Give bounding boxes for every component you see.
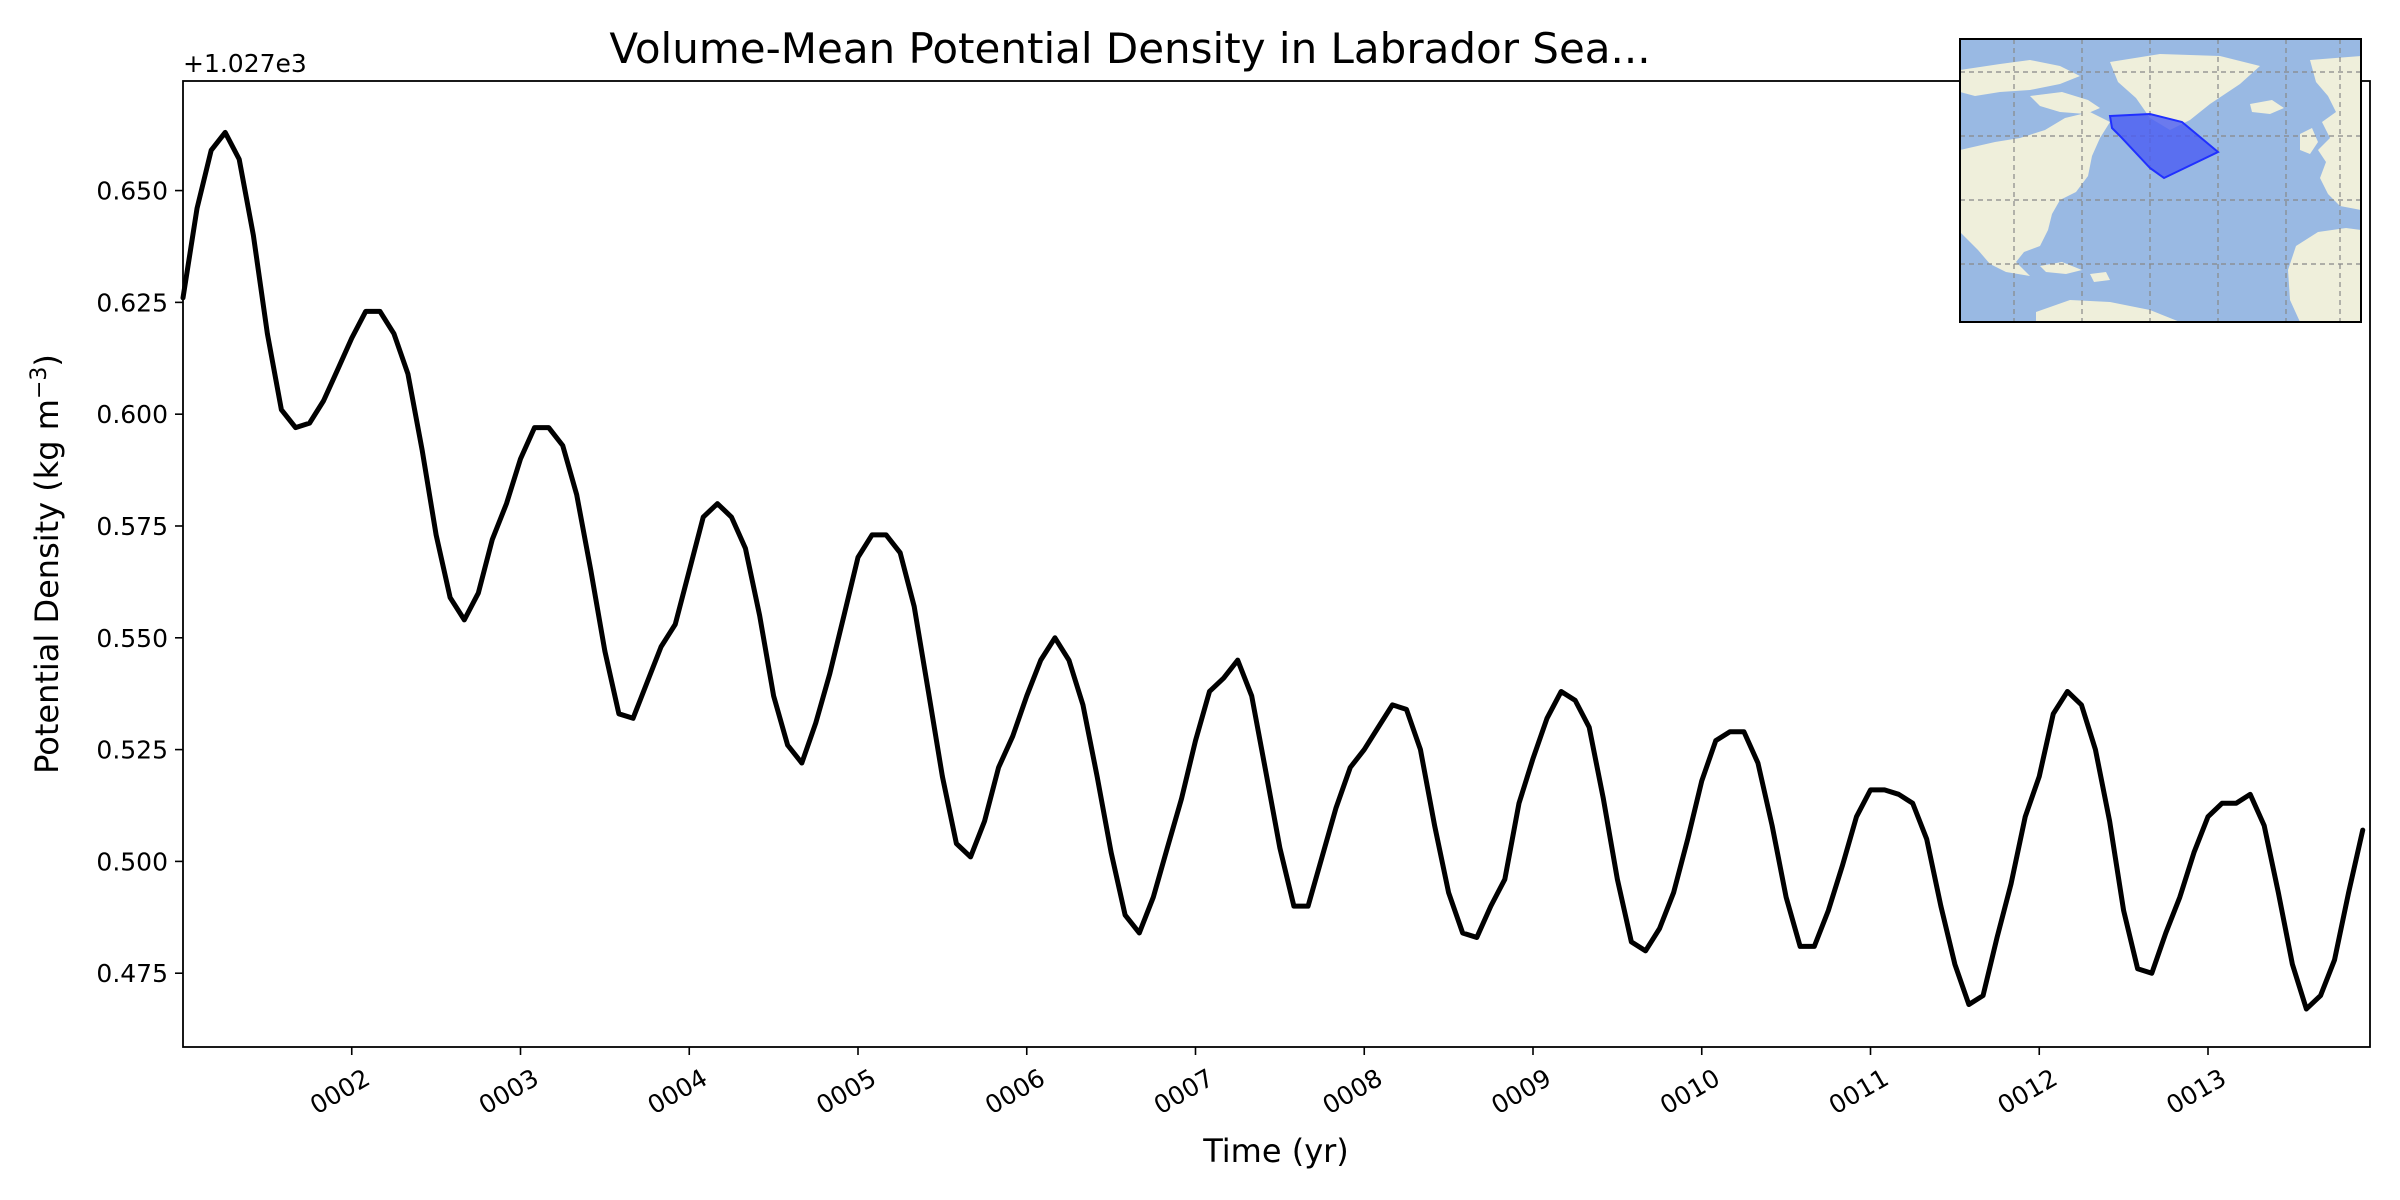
density-series-line [180,129,2366,1012]
x-tick-label: 0003 [474,1063,544,1120]
y-tick-label: 0.500 [96,847,168,876]
y-tick-label: 0.475 [96,959,168,988]
y-axis-label-exponent: −3 [27,367,52,399]
x-tick-label: 0005 [811,1063,881,1120]
inset-land-baffin [2030,92,2100,114]
y-tick-label: 0.550 [96,624,168,653]
inset-land-arctic-islands [1960,60,2080,96]
x-tick-label: 0013 [2161,1063,2231,1120]
inset-land-greenland [2110,54,2260,130]
y-axis-label: Potential Density (kg m−3) [27,354,66,774]
y-axis-ticks: 0.475 0.500 0.525 0.550 0.575 0.600 0.625 0.650 [96,177,183,988]
plot-area [180,80,2371,1048]
inset-land-cuba [2040,262,2082,274]
y-tick-label: 0.525 [96,736,168,765]
y-axis-label-group: Potential Density (kg m−3) [27,354,66,774]
inset-map-frame [1959,38,2362,323]
y-axis-label-main: Potential Density (kg m [28,399,66,774]
x-tick-label: 0007 [1149,1063,1219,1120]
y-tick-label: 0.600 [96,400,168,429]
x-tick-label: 0006 [980,1063,1050,1120]
x-axis-label: Time (yr) [1202,1132,1349,1170]
y-axis-offset-text: +1.027e3 [183,49,307,78]
inset-land-british-isles [2300,128,2318,154]
inset-land-south-america [2036,300,2180,322]
inset-map [1959,38,2362,323]
labrador-sea-region [2108,112,2220,180]
inset-land-north-america [1960,112,2110,276]
y-tick-label: 0.575 [96,512,168,541]
x-tick-label: 0012 [1993,1063,2063,1120]
x-axis-ticks: 0002 0003 0004 0005 0006 0007 0008 0009 0010 0011… [305,1047,2231,1120]
inset-land-hispaniola [2090,272,2110,282]
x-tick-label: 0008 [1318,1063,1388,1120]
x-tick-label: 0009 [1486,1063,1556,1120]
x-tick-label: 0002 [305,1063,375,1120]
y-tick-label: 0.625 [96,288,168,317]
x-tick-label: 0011 [1824,1063,1894,1120]
inset-land-africa [2288,228,2361,322]
y-tick-label: 0.650 [96,177,168,206]
chart-title: Volume-Mean Potential Density in Labrado… [609,24,1650,73]
inset-land-europe [2310,56,2361,210]
y-axis-label-close: ) [28,354,66,366]
x-tick-label: 0010 [1655,1063,1725,1120]
axes-frame [182,80,2371,1048]
inset-land-iceland [2250,100,2284,114]
x-tick-label: 0004 [643,1063,713,1120]
